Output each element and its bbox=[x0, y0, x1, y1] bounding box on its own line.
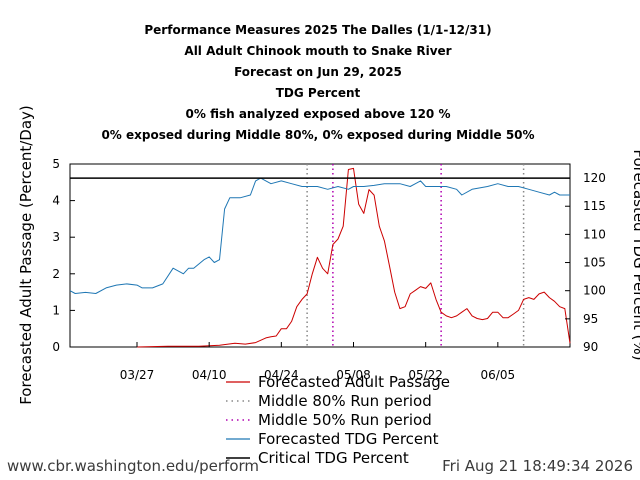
chart-title-line-2: All Adult Chinook mouth to Snake River bbox=[184, 44, 451, 58]
y-left-tick-label: 5 bbox=[52, 157, 60, 171]
y-left-tick-label: 4 bbox=[52, 194, 60, 208]
legend-label-middle80: Middle 80% Run period bbox=[258, 392, 432, 410]
plot-area bbox=[69, 163, 571, 348]
legend-label-tdg: Forecasted TDG Percent bbox=[258, 430, 439, 448]
x-axis: 03/27 04/10 04/24 05/08 05/22 06/05 bbox=[120, 342, 515, 382]
x-tick-label: 03/27 bbox=[120, 368, 155, 382]
y-left-tick-label: 2 bbox=[52, 267, 60, 281]
y-right-tick-label: 95 bbox=[583, 312, 598, 326]
chart-title-line-4: TDG Percent bbox=[276, 86, 361, 100]
chart-title-line-1: Performance Measures 2025 The Dalles (1/… bbox=[144, 23, 491, 37]
x-tick-label: 04/24 bbox=[264, 368, 299, 382]
x-tick-label: 06/05 bbox=[481, 368, 516, 382]
y-right-tick-label: 120 bbox=[583, 171, 606, 185]
y-right-tick-label: 110 bbox=[583, 227, 606, 241]
passage-series-line bbox=[136, 167, 571, 348]
chart-title-line-3: Forecast on Jun 29, 2025 bbox=[234, 65, 402, 79]
y-right-tick-label: 100 bbox=[583, 284, 606, 298]
footer-timestamp: Fri Aug 21 18:49:34 2026 bbox=[442, 457, 633, 475]
chart-title: Performance Measures 2025 The Dalles (1/… bbox=[101, 23, 534, 142]
plot-frame bbox=[69, 163, 571, 348]
x-tick-label: 05/22 bbox=[408, 368, 443, 382]
y-right-tick-label: 115 bbox=[583, 199, 606, 213]
legend-label-critical: Critical TDG Percent bbox=[258, 449, 409, 467]
x-tick-label: 05/08 bbox=[336, 368, 371, 382]
run-period-lines bbox=[306, 164, 525, 347]
footer-url: www.cbr.washington.edu/perform bbox=[7, 457, 259, 475]
y-right-tick-label: 90 bbox=[583, 340, 598, 354]
y-axis-left: 0 1 2 3 4 5 bbox=[52, 157, 75, 354]
legend-label-passage: Forecasted Adult Passage bbox=[258, 373, 450, 391]
y-axis-left-label: Forecasted Adult Passage (Percent/Day) bbox=[17, 105, 35, 405]
x-tick-label: 04/10 bbox=[192, 368, 227, 382]
chart-title-line-5: 0% fish analyzed exposed above 120 % bbox=[186, 107, 451, 121]
y-left-tick-label: 3 bbox=[52, 230, 60, 244]
y-left-tick-label: 0 bbox=[52, 340, 60, 354]
tdg-series-line bbox=[69, 177, 570, 294]
y-left-tick-label: 1 bbox=[52, 303, 60, 317]
y-axis-right-label: Forecasted TDG Percent (%) bbox=[630, 149, 640, 360]
y-axis-right: 90 95 100 105 110 115 120 bbox=[565, 171, 606, 354]
series-lines bbox=[69, 167, 571, 348]
chart-title-line-6: 0% exposed during Middle 80%, 0% exposed… bbox=[101, 128, 534, 142]
legend-label-middle50: Middle 50% Run period bbox=[258, 411, 432, 429]
y-right-tick-label: 105 bbox=[583, 256, 606, 270]
